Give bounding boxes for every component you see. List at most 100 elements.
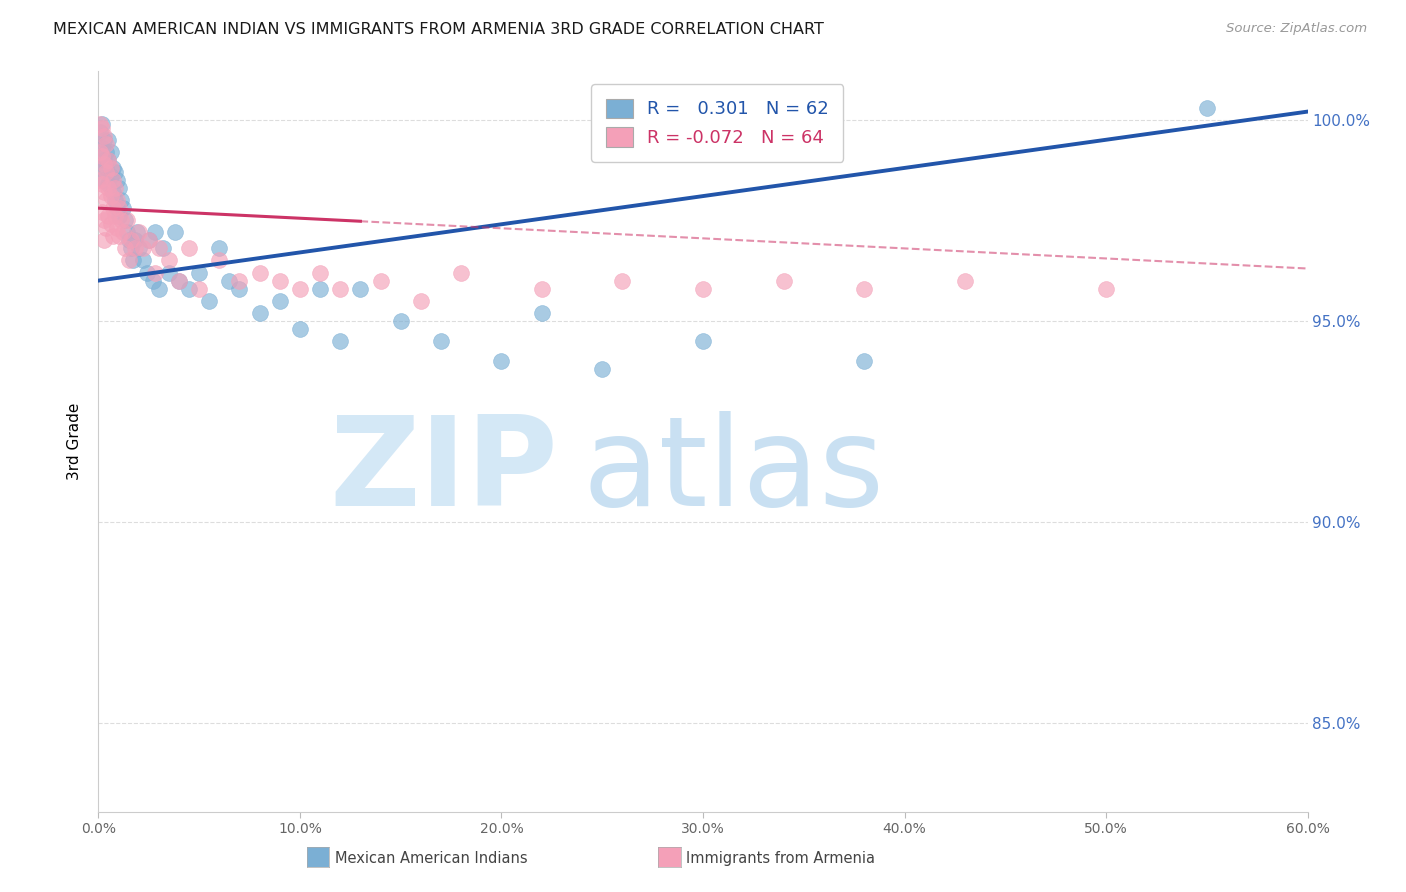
Point [138, 233, 160, 247]
Text: Source: ZipAtlas.com: Source: ZipAtlas.com [1226, 22, 1367, 36]
Point [143, 266, 166, 280]
Point [692, 334, 714, 348]
Point [93, 213, 115, 227]
Point [167, 274, 190, 288]
Point [89, 125, 111, 139]
Point [430, 334, 453, 348]
Point [89, 117, 111, 131]
Point [349, 282, 371, 296]
Point [179, 282, 201, 296]
Point [157, 253, 180, 268]
Point [105, 173, 128, 187]
Point [97, 133, 120, 147]
Y-axis label: 3rd Grade: 3rd Grade [67, 403, 83, 480]
Point [93, 153, 115, 167]
Point [1095, 282, 1118, 296]
Point [115, 213, 138, 227]
Point [89, 145, 111, 159]
Point [107, 229, 129, 244]
Point [179, 241, 201, 255]
Point [121, 253, 143, 268]
Point [198, 293, 221, 308]
Point [208, 253, 231, 268]
Point [103, 181, 125, 195]
Point [115, 225, 138, 239]
Point [91, 205, 114, 219]
Point [249, 266, 271, 280]
Point [309, 266, 332, 280]
Point [853, 354, 876, 368]
Text: MEXICAN AMERICAN INDIAN VS IMMIGRANTS FROM ARMENIA 3RD GRADE CORRELATION CHART: MEXICAN AMERICAN INDIAN VS IMMIGRANTS FR… [53, 22, 824, 37]
Point [100, 189, 122, 203]
Point [692, 282, 714, 296]
Point [91, 141, 114, 155]
Point [120, 233, 142, 247]
Point [148, 241, 170, 255]
Point [288, 322, 311, 336]
Point [389, 314, 412, 328]
Point [96, 161, 118, 175]
Point [167, 274, 190, 288]
Point [105, 193, 128, 207]
Point [93, 233, 115, 247]
Point [100, 217, 122, 231]
Point [953, 274, 976, 288]
Point [1195, 101, 1218, 115]
Point [110, 213, 132, 227]
Point [97, 177, 120, 191]
Point [491, 354, 513, 368]
Point [89, 161, 111, 175]
Point [103, 165, 125, 179]
Legend: R =   0.301   N = 62, R = -0.072   N = 64: R = 0.301 N = 62, R = -0.072 N = 64 [591, 84, 844, 161]
Point [612, 274, 634, 288]
Point [269, 274, 291, 288]
Text: Immigrants from Armenia: Immigrants from Armenia [686, 851, 875, 865]
Point [105, 221, 128, 235]
Point [125, 225, 148, 239]
Text: Mexican American Indians: Mexican American Indians [335, 851, 527, 865]
Point [128, 241, 150, 255]
Point [91, 149, 114, 163]
Point [111, 225, 134, 239]
Point [91, 120, 114, 135]
Text: atlas: atlas [582, 410, 884, 532]
Point [96, 193, 118, 207]
Point [96, 165, 118, 179]
Point [132, 253, 155, 268]
Point [228, 274, 250, 288]
Point [530, 306, 553, 320]
Point [269, 293, 291, 308]
Point [100, 169, 122, 183]
Point [157, 266, 180, 280]
Point [101, 161, 124, 175]
Point [93, 128, 115, 143]
Point [118, 253, 141, 268]
Point [142, 274, 165, 288]
Point [107, 181, 129, 195]
Point [128, 225, 150, 239]
Point [148, 282, 170, 296]
Point [97, 181, 120, 195]
Point [105, 201, 128, 215]
Point [96, 136, 118, 151]
Point [288, 282, 311, 296]
Point [96, 145, 118, 159]
Point [370, 274, 392, 288]
Point [101, 201, 124, 215]
Point [309, 282, 332, 296]
Point [132, 241, 155, 255]
Point [100, 145, 122, 159]
Point [118, 233, 141, 247]
Point [89, 173, 111, 187]
Point [329, 334, 352, 348]
Point [329, 282, 352, 296]
Point [91, 177, 114, 191]
Point [772, 274, 794, 288]
Point [96, 221, 118, 235]
Point [135, 266, 157, 280]
Point [101, 229, 124, 244]
Point [103, 193, 125, 207]
Point [107, 201, 129, 215]
Point [97, 209, 120, 223]
Point [93, 157, 115, 171]
